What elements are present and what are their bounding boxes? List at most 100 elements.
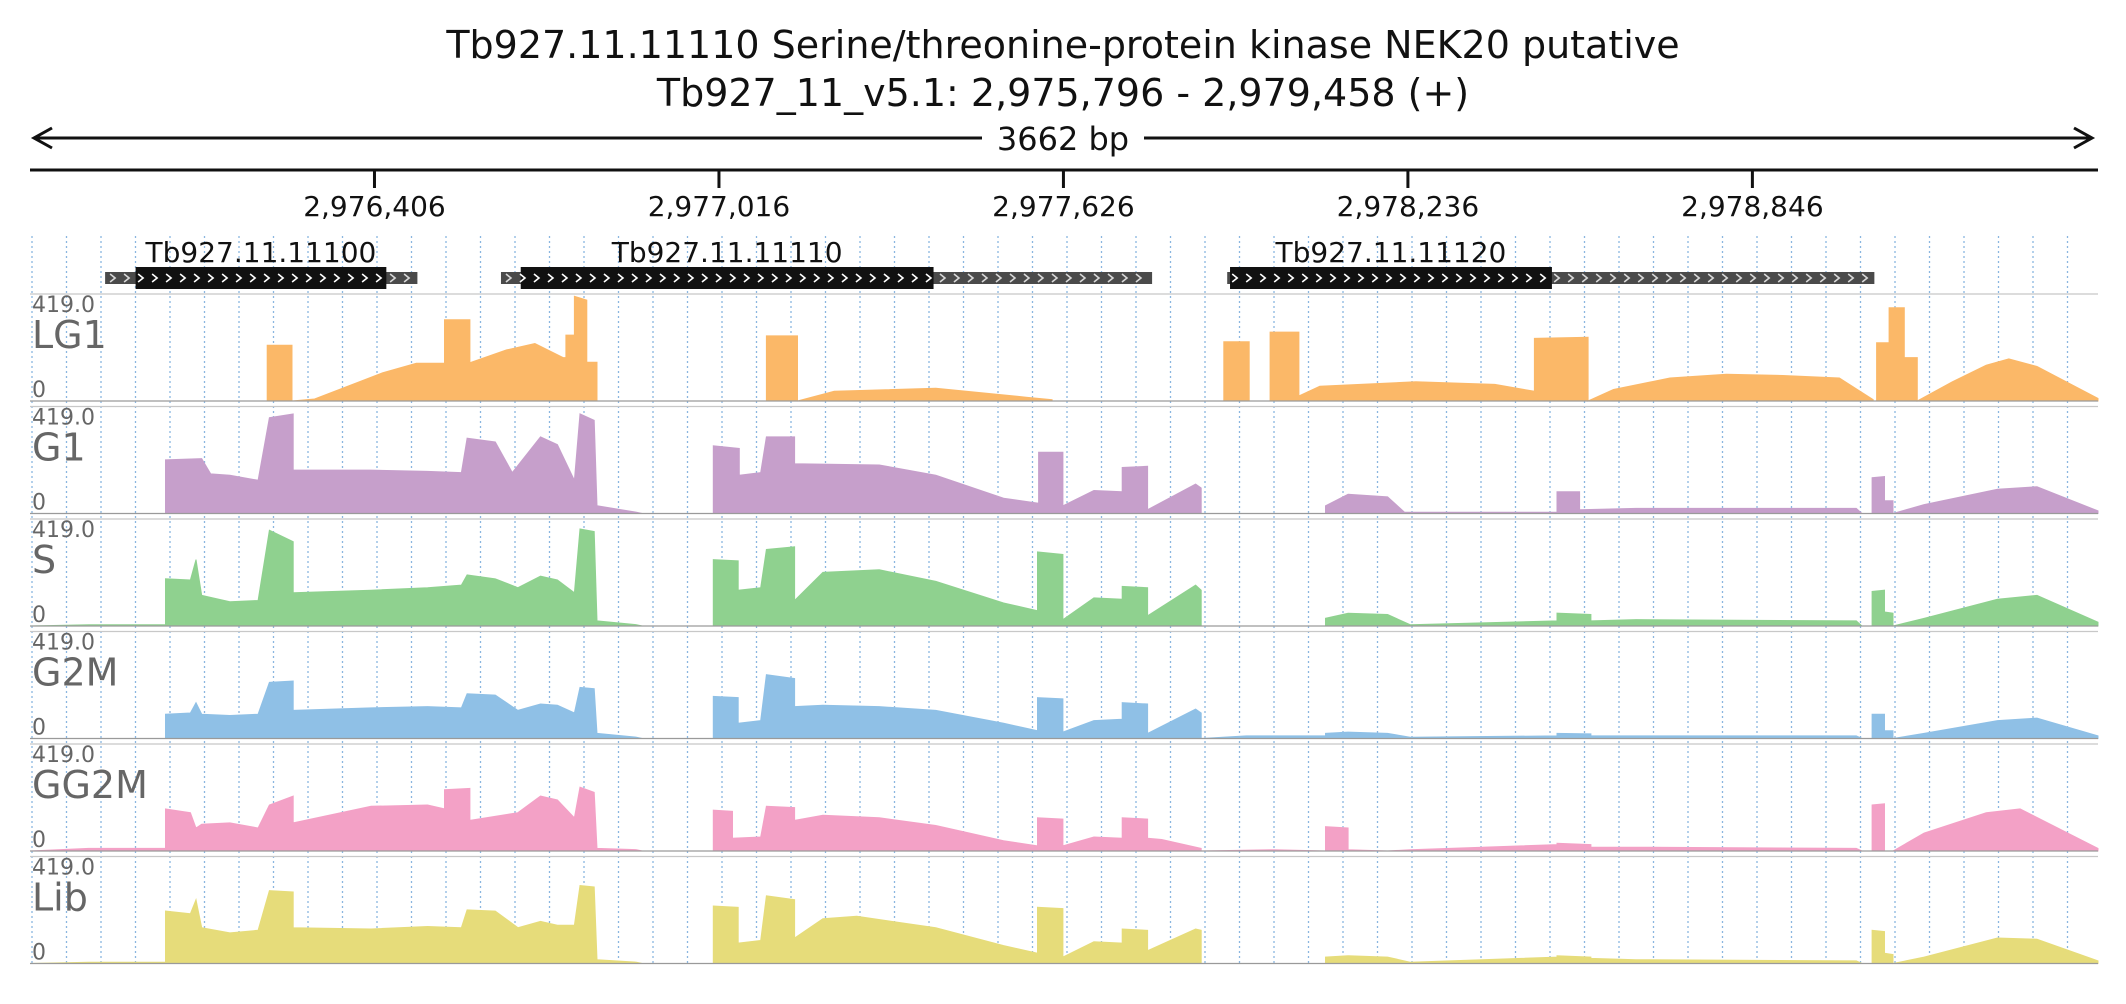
strand-arrow-icon xyxy=(519,273,527,283)
track-max-label: 419.0 xyxy=(32,631,95,656)
strand-arrow-icon xyxy=(1427,273,1435,283)
strand-arrow-icon xyxy=(1525,273,1533,283)
track-s: 419.0 0 S xyxy=(29,518,2099,628)
strand-arrow-icon xyxy=(1231,273,1239,283)
strand-arrow-icon xyxy=(827,273,835,283)
track-name: LG1 xyxy=(32,313,107,357)
strand-arrow-icon xyxy=(1121,273,1129,283)
strand-arrow-icon xyxy=(1553,273,1561,283)
strand-arrow-icon xyxy=(1301,273,1309,283)
strand-arrow-icon xyxy=(995,273,1003,283)
coverage-area xyxy=(30,674,2099,740)
strand-arrow-icon xyxy=(589,273,597,283)
strand-arrow-icon xyxy=(575,273,583,283)
coordinate-tick-label: 2,977,626 xyxy=(992,190,1135,223)
strand-arrow-icon xyxy=(1483,273,1491,283)
track-lg1: 419.0 0 LG1 xyxy=(30,293,2099,403)
gene-models: Tb927.11.11100 Tb927.11.11110 Tb927.11.111… xyxy=(105,236,1875,289)
chart-subtitle: Tb927_11_v5.1: 2,975,796 - 2,979,458 (+) xyxy=(656,71,1469,115)
strand-arrow-icon xyxy=(137,273,145,283)
strand-arrow-icon xyxy=(375,273,383,283)
strand-arrow-icon xyxy=(1665,273,1673,283)
strand-arrow-icon xyxy=(1721,273,1729,283)
strand-arrow-icon xyxy=(743,273,751,283)
strand-arrow-icon xyxy=(715,273,723,283)
strand-arrow-icon xyxy=(1861,273,1869,283)
strand-arrow-icon xyxy=(193,273,201,283)
span-ruler: 3662 bp xyxy=(30,118,2098,172)
gene-label: Tb927.11.11110 xyxy=(611,236,843,269)
span-arrow-left-head xyxy=(30,126,53,150)
coverage-tracks: 419.00LG1419.00G1419.00S419.00G2M419.00G… xyxy=(29,293,2099,966)
strand-arrow-icon xyxy=(1037,273,1045,283)
strand-arrow-icon xyxy=(123,273,131,283)
strand-arrow-icon xyxy=(729,273,737,283)
strand-arrow-icon xyxy=(561,273,569,283)
strand-arrow-icon xyxy=(1735,273,1743,283)
strand-arrow-icon xyxy=(1259,273,1267,283)
strand-arrow-icon xyxy=(235,273,243,283)
track-name: G1 xyxy=(32,426,86,470)
strand-arrow-icon xyxy=(533,273,541,283)
strand-arrow-icon xyxy=(1357,273,1365,283)
strand-arrow-icon xyxy=(1567,273,1575,283)
span-arrow-right-head xyxy=(2073,126,2096,150)
strand-arrow-icon xyxy=(1749,273,1757,283)
track-max-label: 419.0 xyxy=(32,743,95,768)
strand-arrow-icon xyxy=(505,273,513,283)
coordinate-tick-label: 2,978,846 xyxy=(1681,190,1824,223)
strand-arrow-icon xyxy=(1819,273,1827,283)
coordinate-ticks: 2,976,406 2,977,016 2,977,626 2,978,236 2,97… xyxy=(303,170,1824,223)
strand-arrow-icon xyxy=(263,273,271,283)
strand-arrow-icon xyxy=(151,273,159,283)
coordinate-tick-label: 2,978,236 xyxy=(1337,190,1480,223)
strand-arrow-icon xyxy=(855,273,863,283)
strand-arrow-icon xyxy=(1315,273,1323,283)
strand-arrow-icon xyxy=(799,273,807,283)
strand-arrow-icon xyxy=(1595,273,1603,283)
strand-arrow-icon xyxy=(1051,273,1059,283)
strand-arrow-icon xyxy=(925,273,933,283)
strand-arrow-icon xyxy=(1693,273,1701,283)
strand-arrow-icon xyxy=(333,273,341,283)
strand-arrow-icon xyxy=(1539,273,1547,283)
track-max-label: 419.0 xyxy=(32,293,95,318)
gene-cds xyxy=(520,267,934,289)
track-min-label: 0 xyxy=(32,828,46,853)
strand-arrow-icon xyxy=(1791,273,1799,283)
track-name: GG2M xyxy=(32,763,148,807)
strand-arrow-icon xyxy=(785,273,793,283)
strand-arrow-icon xyxy=(1679,273,1687,283)
coverage-area xyxy=(29,885,2099,965)
coordinate-tick-label: 2,977,016 xyxy=(648,190,791,223)
strand-arrow-icon xyxy=(319,273,327,283)
track-min-label: 0 xyxy=(32,716,46,741)
strand-arrow-icon xyxy=(771,273,779,283)
strand-arrow-icon xyxy=(1371,273,1379,283)
strand-arrow-icon xyxy=(1065,273,1073,283)
strand-arrow-icon xyxy=(631,273,639,283)
strand-arrow-icon xyxy=(953,273,961,283)
strand-arrow-icon xyxy=(165,273,173,283)
strand-arrow-icon xyxy=(1707,273,1715,283)
strand-arrow-icon xyxy=(277,273,285,283)
track-min-label: 0 xyxy=(32,941,46,966)
strand-arrow-icon xyxy=(981,273,989,283)
strand-arrow-icon xyxy=(1623,273,1631,283)
strand-arrow-icon xyxy=(291,273,299,283)
track-name: G2M xyxy=(32,651,118,695)
track-min-label: 0 xyxy=(32,491,46,516)
strand-arrow-icon xyxy=(1455,273,1463,283)
strand-arrow-icon xyxy=(967,273,975,283)
strand-arrow-icon xyxy=(1609,273,1617,283)
strand-arrow-icon xyxy=(1805,273,1813,283)
strand-arrow-icon xyxy=(389,273,397,283)
strand-arrow-icon xyxy=(207,273,215,283)
strand-arrow-icon xyxy=(347,273,355,283)
strand-arrow-icon xyxy=(883,273,891,283)
strand-arrow-icon xyxy=(1273,273,1281,283)
strand-arrow-icon xyxy=(1245,273,1253,283)
track-g2m: 419.0 0 G2M xyxy=(30,631,2099,741)
strand-arrow-icon xyxy=(547,273,555,283)
